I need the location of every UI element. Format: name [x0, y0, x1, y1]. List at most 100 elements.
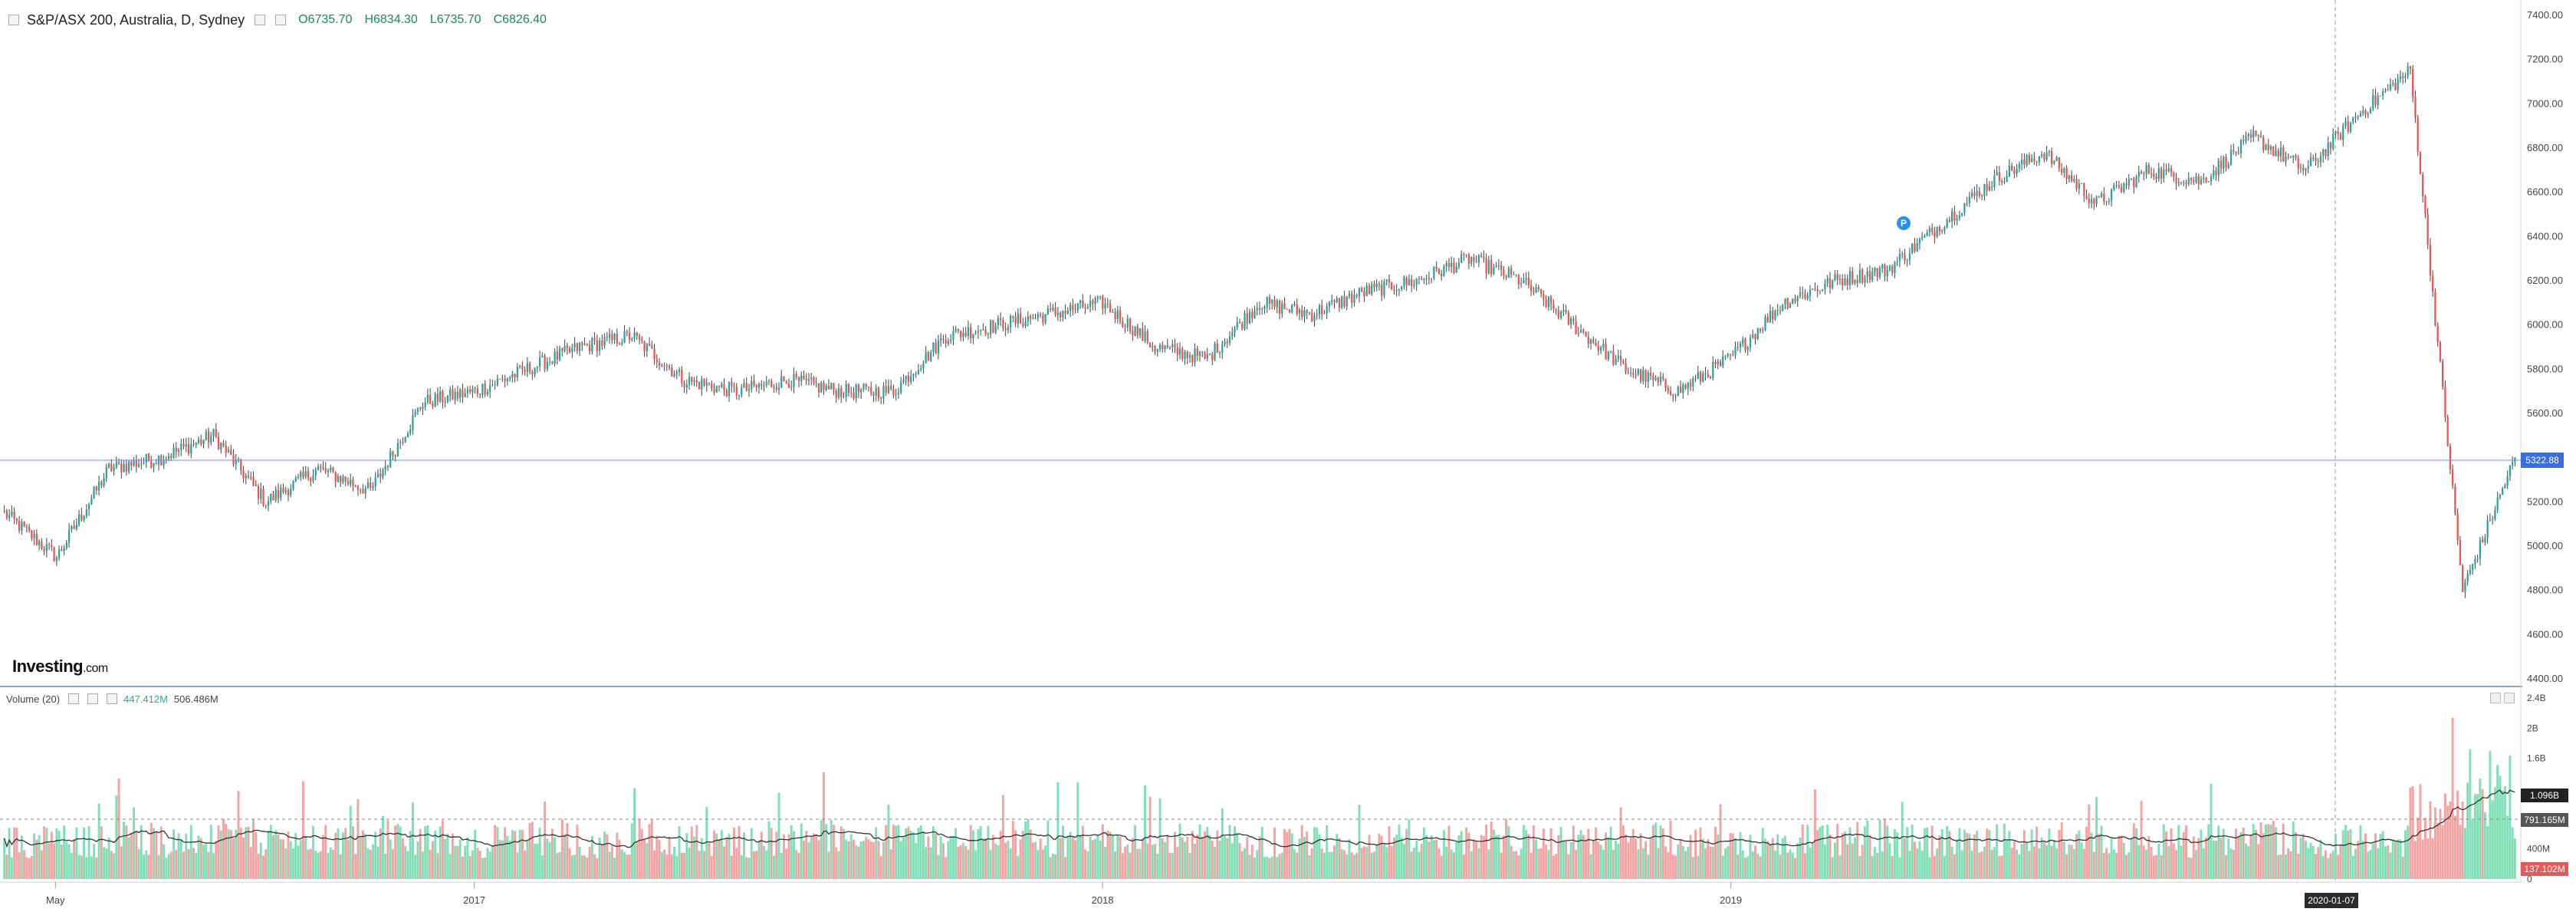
volume-bar — [481, 858, 484, 879]
candle-body — [521, 365, 524, 370]
candle-body — [360, 489, 362, 490]
volume-bar — [115, 795, 118, 879]
candle-body — [2155, 176, 2157, 179]
candle-body — [648, 343, 651, 346]
volume-title[interactable]: Volume (20) — [6, 693, 61, 705]
candle-body — [294, 478, 297, 482]
volume-tag-a: 1.096B — [2521, 789, 2568, 802]
volume-bar — [439, 826, 442, 879]
volume-bar — [396, 824, 399, 879]
volume-bar — [879, 855, 882, 879]
volume-bar — [1801, 825, 1804, 879]
candle-body — [2449, 446, 2452, 469]
volume-bar — [2145, 849, 2148, 879]
settings-icon[interactable] — [255, 15, 266, 25]
volume-bar — [2506, 815, 2509, 879]
candle-body — [332, 467, 334, 472]
collapse-icon[interactable] — [8, 15, 19, 25]
price-pane[interactable] — [0, 0, 2522, 686]
candle-body — [1592, 339, 1595, 343]
candle-body — [708, 383, 711, 384]
candle-body — [1146, 331, 1148, 343]
volume-bar — [150, 822, 153, 879]
volume-bar — [1936, 848, 1939, 879]
candle-body — [823, 382, 825, 390]
volume-bar — [163, 844, 166, 879]
symbol-title[interactable]: S&P/ASX 200, Australia, D, Sydney — [27, 12, 245, 28]
candle-body — [1565, 310, 1567, 313]
candle-body — [252, 477, 255, 486]
candle-body — [1674, 395, 1677, 397]
volume-bar — [984, 838, 987, 879]
volume-hide-icon[interactable] — [87, 693, 99, 704]
candle-body — [1523, 279, 1525, 284]
candle-body — [409, 429, 412, 434]
candle-body — [1754, 334, 1756, 339]
volume-bar — [1480, 835, 1483, 879]
volume-bar — [2325, 850, 2327, 879]
pane-up-icon[interactable] — [2490, 693, 2501, 703]
candle-body — [1662, 377, 1664, 380]
candle-body — [2349, 122, 2352, 132]
candle-body — [2055, 156, 2058, 162]
volume-bar — [2295, 831, 2297, 879]
volume-bar — [710, 855, 713, 879]
candle-body — [1156, 349, 1158, 352]
volume-bar — [693, 836, 695, 879]
volume-bar — [1811, 843, 1814, 879]
volume-bar — [889, 849, 892, 879]
candle-body — [877, 387, 880, 399]
hide-icon[interactable] — [275, 15, 287, 25]
volume-bars — [3, 717, 2516, 879]
candle-body — [970, 327, 972, 338]
volume-bar — [219, 830, 222, 879]
candle-body — [2482, 539, 2484, 542]
volume-bar — [765, 850, 768, 879]
volume-bar — [1856, 821, 1859, 879]
volume-bar — [1445, 846, 1448, 879]
candle-body — [738, 395, 741, 397]
volume-settings-icon[interactable] — [68, 693, 80, 704]
candle-body — [230, 449, 232, 455]
volume-bar — [199, 838, 202, 879]
logo-main: Investing — [12, 657, 84, 676]
volume-bar — [1273, 827, 1276, 879]
volume-bar — [2327, 858, 2330, 879]
volume-bar — [1171, 852, 1174, 879]
pane-down-icon[interactable] — [2504, 693, 2515, 703]
candle-body — [2140, 171, 2143, 174]
candle-body — [656, 359, 658, 363]
candle-body — [2392, 83, 2394, 84]
candle-body — [370, 482, 372, 488]
volume-bar — [1465, 827, 1468, 879]
volume-bar — [1422, 827, 1425, 879]
volume-bar — [147, 854, 150, 879]
volume-bar — [1555, 854, 1558, 879]
volume-close-icon[interactable] — [107, 693, 118, 704]
volume-bar — [1741, 850, 1744, 879]
candle-body — [1647, 372, 1649, 382]
candle-body — [1746, 347, 1749, 351]
volume-bar — [514, 831, 517, 879]
candle-body — [551, 361, 554, 364]
volume-bar — [2371, 843, 2374, 879]
candle-body — [2504, 486, 2506, 489]
candle-body — [1176, 347, 1178, 355]
volume-bar — [125, 825, 128, 879]
volume-bar — [2252, 824, 2255, 879]
volume-bar — [949, 835, 952, 879]
volume-bar — [793, 831, 795, 879]
candle-body — [735, 386, 738, 396]
low-value: L6735.70 — [429, 13, 481, 26]
candle-body — [626, 331, 628, 333]
candle-body — [1373, 284, 1375, 288]
candle-body — [1268, 297, 1271, 304]
candle-body — [2187, 178, 2190, 184]
volume-bar — [991, 835, 994, 879]
volume-tick-label: 0 — [2527, 874, 2532, 884]
volume-bar — [546, 838, 549, 879]
event-marker-icon[interactable]: P — [1897, 216, 1911, 230]
candle-body — [1642, 370, 1644, 382]
